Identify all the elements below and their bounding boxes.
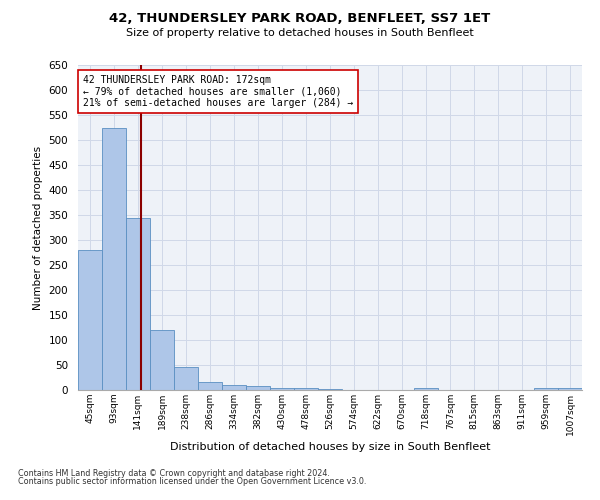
Bar — [198, 382, 222, 390]
Bar — [150, 330, 175, 390]
Text: 42, THUNDERSLEY PARK ROAD, BENFLEET, SS7 1ET: 42, THUNDERSLEY PARK ROAD, BENFLEET, SS7… — [109, 12, 491, 26]
Text: Contains public sector information licensed under the Open Government Licence v3: Contains public sector information licen… — [18, 477, 367, 486]
Bar — [318, 389, 342, 390]
Bar — [294, 388, 318, 390]
Text: Size of property relative to detached houses in South Benfleet: Size of property relative to detached ho… — [126, 28, 474, 38]
Bar — [175, 366, 198, 390]
Y-axis label: Number of detached properties: Number of detached properties — [33, 146, 43, 310]
Text: Distribution of detached houses by size in South Benfleet: Distribution of detached houses by size … — [170, 442, 490, 452]
Bar — [126, 218, 150, 390]
Bar — [246, 386, 270, 390]
Bar — [558, 388, 582, 390]
Text: Contains HM Land Registry data © Crown copyright and database right 2024.: Contains HM Land Registry data © Crown c… — [18, 468, 330, 477]
Bar — [102, 128, 126, 390]
Bar — [78, 250, 102, 390]
Bar — [534, 388, 558, 390]
Bar — [222, 385, 246, 390]
Text: 42 THUNDERSLEY PARK ROAD: 172sqm
← 79% of detached houses are smaller (1,060)
21: 42 THUNDERSLEY PARK ROAD: 172sqm ← 79% o… — [83, 75, 353, 108]
Bar — [270, 388, 294, 390]
Bar — [414, 388, 438, 390]
